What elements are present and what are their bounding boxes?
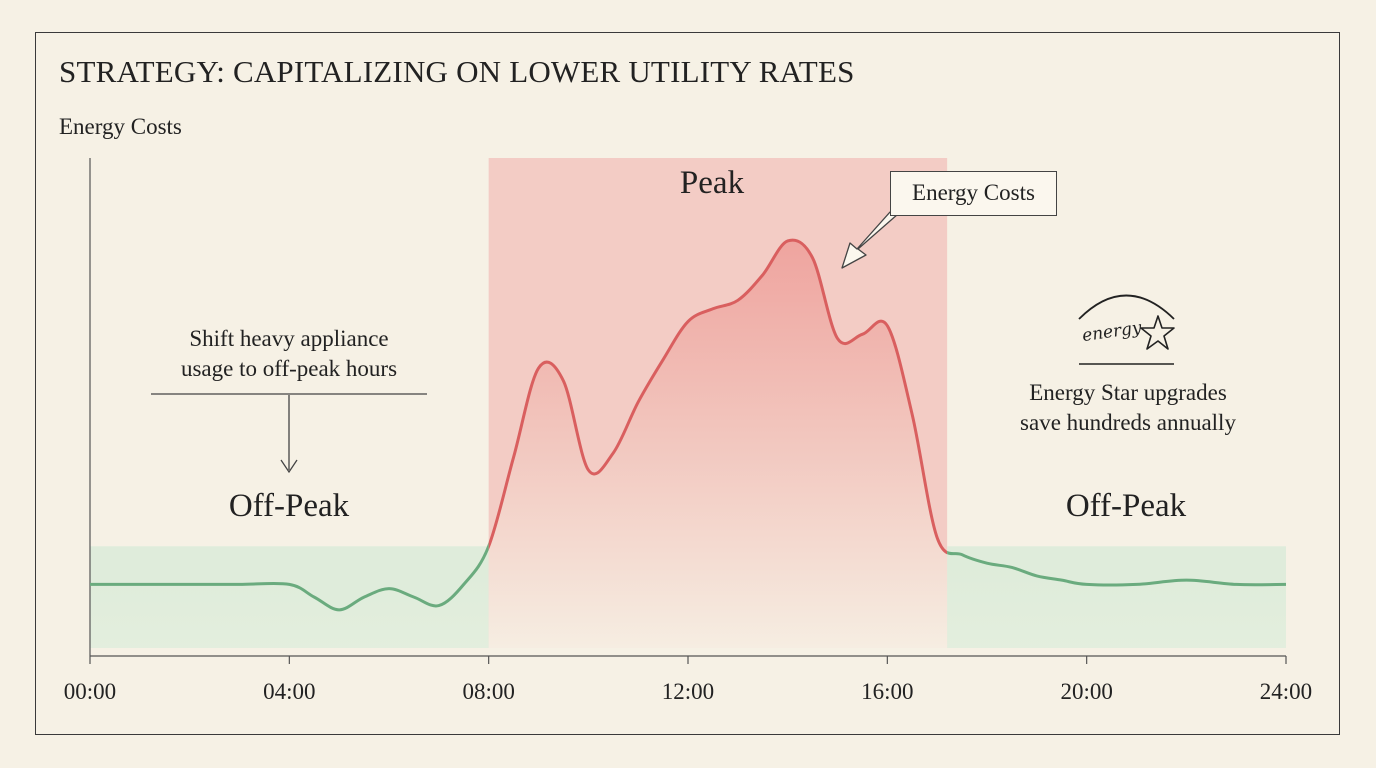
energy-costs-callout: Energy Costs <box>890 171 1057 216</box>
offpeak-area-left <box>90 546 489 648</box>
offpeak-line-left <box>90 541 489 612</box>
x-tick-label: 24:00 <box>1260 679 1312 704</box>
offpeak-left-label: Off-Peak <box>228 488 350 524</box>
energy-star-note-line-2: save hundreds annually <box>1020 410 1236 435</box>
shift-arrow-head <box>280 459 298 474</box>
callout-pointer <box>841 211 899 269</box>
x-tick-label: 20:00 <box>1060 679 1112 704</box>
x-tick-label: 00:00 <box>64 679 116 704</box>
x-tick-label: 04:00 <box>263 679 315 704</box>
chart-frame <box>35 32 1340 735</box>
peak-line <box>488 238 948 555</box>
x-tick-label: 08:00 <box>462 679 514 704</box>
peak-label: Peak <box>679 165 745 201</box>
energy-star-note-line-1: Energy Star upgrades <box>1029 380 1227 405</box>
energy-star-note: Energy Star upgrades save hundreds annua… <box>1020 378 1236 438</box>
shift-note-line-2: usage to off-peak hours <box>180 356 398 381</box>
chart-title: STRATEGY: CAPITALIZING ON LOWER UTILITY … <box>59 54 855 89</box>
shift-note-line-1: Shift heavy appliance <box>189 326 389 351</box>
offpeak-right-label: Off-Peak <box>1065 488 1187 524</box>
energy-star-logo-icon <box>1078 294 1175 365</box>
shift-note: Shift heavy appliance usage to off-peak … <box>181 324 397 384</box>
offpeak-area-right <box>947 552 1286 648</box>
x-tick-label: 16:00 <box>861 679 913 704</box>
x-tick-label: 12:00 <box>662 679 714 704</box>
y-axis-label: Energy Costs <box>59 114 182 139</box>
peak-area <box>488 240 948 648</box>
offpeak-line-right <box>947 550 1287 587</box>
